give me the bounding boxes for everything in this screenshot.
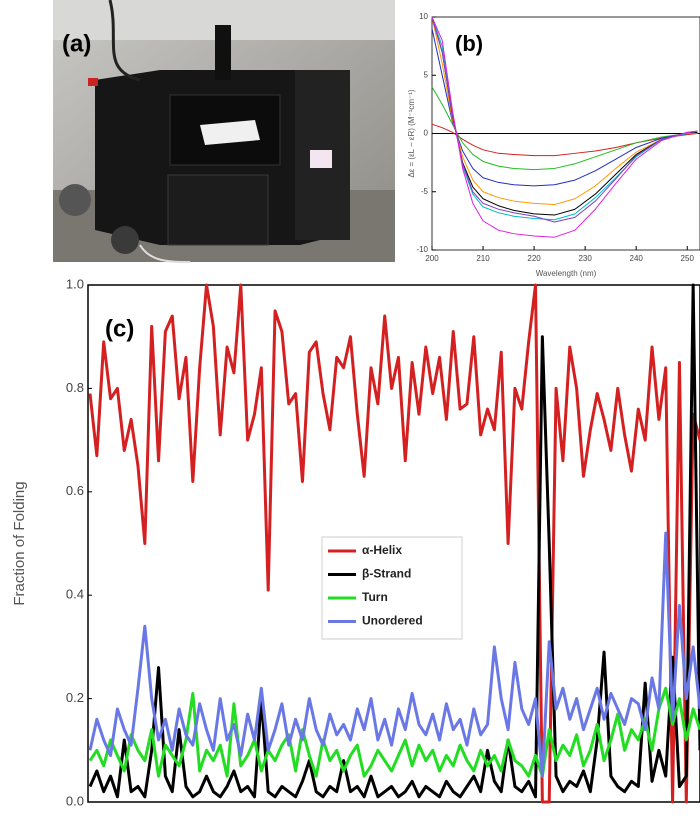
panel-label: (a): [62, 30, 91, 57]
x-tick-label: 220: [527, 254, 541, 263]
x-tick-label: 230: [578, 254, 592, 263]
x-axis-label: Wavelength (nm): [536, 269, 597, 278]
y-tick-label: 5: [424, 70, 429, 79]
y-tick-label: 0.6: [66, 483, 84, 498]
y-tick-label: 10: [419, 12, 428, 21]
charts: -10 -5 0 5 10 200 210 220 230 240 250 Wavelength (n…: [11, 12, 700, 808]
legend-label: Turn: [362, 590, 388, 604]
legend-label: Unordered: [362, 614, 423, 628]
y-axis-label: Fraction of Folding: [11, 481, 28, 605]
panel-label: (c): [105, 315, 134, 342]
y-axis-label: Δε = (εL − εR) (M⁻¹cm⁻¹): [407, 89, 416, 178]
plot-frame: [87, 284, 700, 803]
series-line: [431, 28, 698, 187]
series-line: [88, 686, 700, 778]
series-line: [431, 86, 698, 171]
series-line: [431, 16, 698, 206]
y-tick-label: 0: [424, 129, 429, 138]
y-tick-label: 0.0: [66, 793, 84, 808]
photo: (a): [53, 0, 395, 263]
legend-label: β-Strand: [362, 567, 411, 581]
y-tick-label: 0.8: [66, 380, 84, 395]
y-tick-label: -10: [416, 245, 428, 254]
x-tick-label: 200: [425, 254, 439, 263]
series-line: [88, 283, 700, 804]
x-tick-label: 250: [681, 254, 695, 263]
y-tick-label: 0.2: [66, 690, 84, 705]
x-tick-label: 210: [476, 254, 490, 263]
y-tick-label: 1.0: [66, 276, 84, 291]
legend-label: α-Helix: [362, 543, 402, 557]
series-line: [88, 531, 700, 778]
x-tick-label: 240: [630, 254, 644, 263]
y-tick-label: 0.4: [66, 587, 84, 602]
panel-label: (b): [455, 31, 483, 56]
series-line: [431, 16, 698, 238]
y-tick-label: -5: [421, 187, 429, 196]
